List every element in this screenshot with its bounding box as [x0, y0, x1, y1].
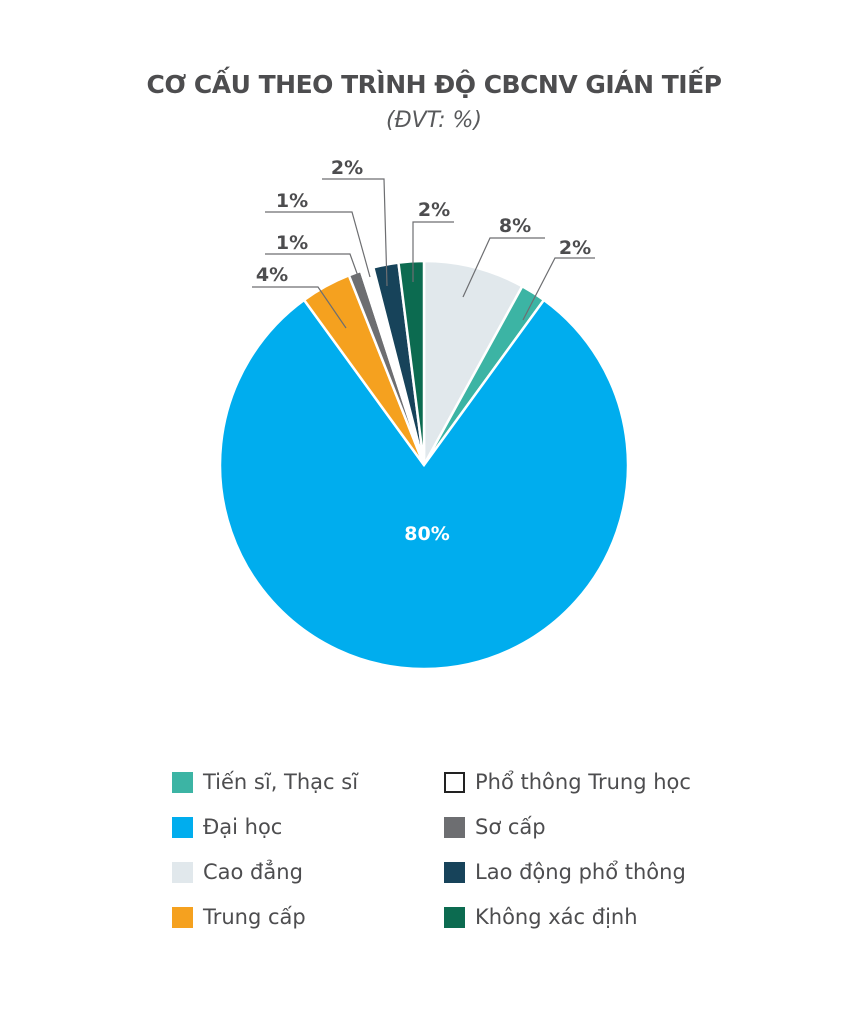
leader-line — [322, 178, 388, 287]
leader-line — [412, 221, 454, 282]
leader-line — [522, 257, 595, 321]
chart-subtitle: (ĐVT: %) — [386, 108, 482, 133]
legend-label: Cao đẳng — [203, 860, 303, 884]
leader-line — [252, 286, 347, 329]
legend-swatch — [172, 816, 193, 838]
legend-item: Sơ cấp — [444, 815, 704, 839]
pie-slice-3 — [218, 298, 630, 671]
data-label: 2% — [559, 237, 591, 259]
data-label: 80% — [404, 523, 449, 545]
chart-title: CƠ CẤU THEO TRÌNH ĐỘ CBCNV GIÁN TIẾP — [146, 70, 722, 99]
legend-label: Đại học — [203, 815, 283, 839]
legend-item: Không xác định — [444, 905, 704, 929]
data-label: 1% — [276, 232, 308, 254]
legend-label: Tiến sĩ, Thạc sĩ — [203, 770, 359, 794]
legend-label: Trung cấp — [203, 905, 306, 929]
data-label: 4% — [256, 264, 288, 286]
legend-swatch — [444, 771, 465, 793]
legend-label: Sơ cấp — [475, 815, 546, 839]
pie-slice-1 — [422, 259, 524, 466]
legend: Tiến sĩ, Thạc sĩ Phổ thông Trung học Đại h… — [172, 770, 704, 929]
legend-label: Không xác định — [475, 905, 638, 929]
legend-swatch — [444, 816, 465, 838]
data-label: 2% — [418, 199, 450, 221]
legend-item: Trung cấp — [172, 905, 444, 929]
legend-swatch — [172, 771, 193, 793]
legend-item: Tiến sĩ, Thạc sĩ — [172, 770, 444, 794]
legend-label: Lao động phổ thông — [475, 860, 686, 884]
pie-chart: 8% 2% 80% 4% 1% 1% 2% 2% — [218, 157, 630, 671]
pie-slice-8 — [397, 259, 426, 466]
leader-line — [265, 211, 371, 278]
legend-item: Cao đẳng — [172, 860, 444, 884]
leader-line — [265, 253, 364, 291]
legend-item: Lao động phổ thông — [444, 860, 704, 884]
data-label: 1% — [276, 190, 308, 212]
legend-swatch — [444, 861, 465, 883]
legend-swatch — [172, 861, 193, 883]
data-label: 8% — [499, 215, 531, 237]
data-label: 2% — [331, 157, 363, 179]
legend-swatch — [172, 906, 193, 928]
legend-item: Đại học — [172, 815, 444, 839]
legend-label: Phổ thông Trung học — [475, 770, 691, 794]
leader-line — [462, 237, 545, 298]
legend-item: Phổ thông Trung học — [444, 770, 704, 794]
legend-swatch — [444, 906, 465, 928]
